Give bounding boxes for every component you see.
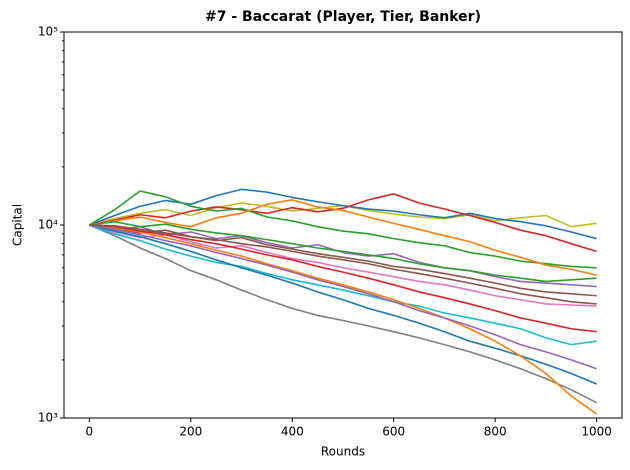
x-tick-label: 600 (382, 425, 405, 439)
x-tick-label: 800 (484, 425, 507, 439)
x-axis-label: Rounds (321, 445, 365, 459)
series-line (89, 224, 597, 297)
plot-area (88, 188, 598, 415)
series-line (89, 224, 597, 385)
series-line (89, 224, 597, 370)
series-line (88, 190, 597, 269)
series-line (89, 224, 598, 415)
x-tick-label: 1000 (581, 425, 612, 439)
series-line (89, 224, 597, 346)
series-line (89, 199, 597, 276)
chart-title: #7 - Baccarat (Player, Tier, Banker) (205, 9, 481, 25)
series-line (89, 193, 597, 253)
x-tick-label: 400 (281, 425, 304, 439)
x-tick-label: 0 (86, 425, 94, 439)
series-line (89, 224, 597, 305)
y-axis-label: Capital (11, 204, 25, 246)
series-line (89, 220, 597, 283)
y-tick-label: 10⁵ (38, 25, 58, 39)
series-line (89, 224, 598, 404)
series-line (89, 224, 597, 333)
y-tick-label: 10³ (38, 411, 58, 425)
series-line (89, 188, 597, 240)
y-tick-label: 10⁴ (38, 218, 58, 232)
x-tick-label: 200 (179, 425, 202, 439)
